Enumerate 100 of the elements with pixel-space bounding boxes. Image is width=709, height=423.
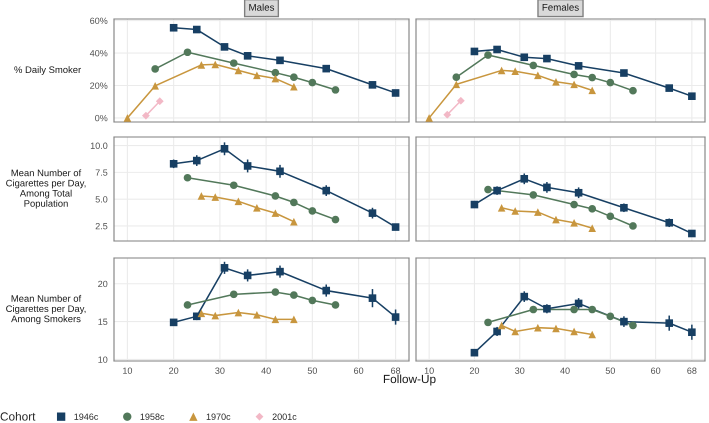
point — [530, 62, 538, 70]
y-axis-title: % Daily Smoker — [14, 66, 82, 75]
point — [665, 84, 674, 92]
chart-title: Females — [542, 4, 579, 11]
x-tick-label: 50 — [308, 367, 318, 374]
point — [588, 74, 596, 82]
point — [272, 192, 280, 200]
x-tick-label: 10 — [424, 367, 434, 374]
point — [588, 330, 596, 338]
point — [620, 69, 628, 77]
point — [290, 316, 298, 324]
point — [198, 61, 206, 69]
point — [484, 51, 492, 59]
x-tick-label: 68 — [391, 367, 400, 374]
point — [570, 70, 578, 78]
x-tick-label: 60 — [651, 367, 660, 374]
point — [552, 78, 560, 86]
legend-label: 1958c — [140, 414, 164, 420]
point — [290, 73, 298, 82]
point — [534, 71, 542, 80]
x-axis-title: Follow-Up — [384, 374, 436, 386]
point — [272, 288, 280, 296]
chart-title: Males — [249, 4, 274, 11]
y-axis-title: Mean Number of Cigarettes per Day, Among Smokers — [6, 294, 86, 324]
x-tick-label: 20 — [470, 367, 480, 374]
point — [570, 200, 578, 208]
y-tick-label: 0% — [95, 114, 108, 122]
y-tick-label: 7.5 — [96, 169, 108, 176]
point — [511, 67, 520, 76]
point — [184, 301, 192, 309]
point — [511, 207, 520, 215]
point — [574, 62, 582, 70]
point — [452, 80, 460, 88]
point — [230, 290, 238, 298]
point — [588, 224, 596, 232]
legend-label: 1946c — [74, 414, 98, 420]
point — [192, 26, 201, 34]
point — [552, 216, 560, 224]
point — [332, 216, 340, 224]
point — [534, 324, 542, 332]
point — [220, 43, 228, 51]
point — [184, 48, 192, 56]
point — [543, 54, 551, 62]
point — [530, 191, 538, 199]
point — [253, 71, 261, 80]
point — [290, 291, 298, 299]
point — [498, 66, 506, 74]
point — [124, 114, 132, 122]
point — [606, 212, 614, 220]
point — [290, 82, 298, 90]
y-tick-label: 10.0 — [90, 142, 108, 149]
point — [272, 209, 280, 217]
point — [332, 301, 340, 309]
point — [272, 68, 280, 76]
point — [230, 181, 238, 190]
point — [170, 24, 178, 32]
point — [570, 218, 578, 227]
point — [511, 328, 520, 336]
point — [308, 207, 316, 215]
point — [276, 56, 284, 64]
point — [452, 73, 460, 82]
y-tick-label: 20 — [98, 280, 108, 288]
point — [332, 86, 340, 94]
point — [234, 308, 242, 316]
point — [253, 311, 261, 319]
point — [629, 322, 637, 330]
point — [534, 208, 542, 216]
point — [156, 97, 164, 106]
point — [368, 81, 376, 89]
point — [498, 204, 506, 212]
point — [570, 80, 578, 88]
point — [142, 112, 150, 120]
point — [484, 318, 492, 326]
x-tick-label: 30 — [515, 367, 524, 374]
x-tick-label: 68 — [687, 367, 696, 374]
y-tick-label: 60% — [90, 18, 108, 24]
point — [290, 218, 298, 226]
point — [244, 52, 252, 60]
point — [322, 64, 330, 72]
point — [211, 312, 220, 320]
point — [606, 78, 614, 86]
point — [530, 306, 538, 314]
point — [570, 306, 578, 314]
x-tick-label: 20 — [169, 367, 178, 374]
point — [443, 110, 452, 119]
x-tick-label: 60 — [354, 367, 364, 374]
point — [230, 59, 238, 67]
x-tick-label: 50 — [606, 367, 615, 374]
point — [629, 86, 637, 94]
point — [253, 204, 261, 212]
point — [151, 82, 159, 90]
y-tick-label: 15 — [98, 318, 108, 325]
y-tick-label: 20% — [90, 82, 108, 89]
point — [570, 328, 578, 336]
point — [456, 96, 465, 105]
point — [198, 309, 206, 318]
point — [392, 89, 400, 97]
point — [425, 114, 433, 122]
point — [629, 222, 637, 230]
point — [308, 296, 316, 304]
